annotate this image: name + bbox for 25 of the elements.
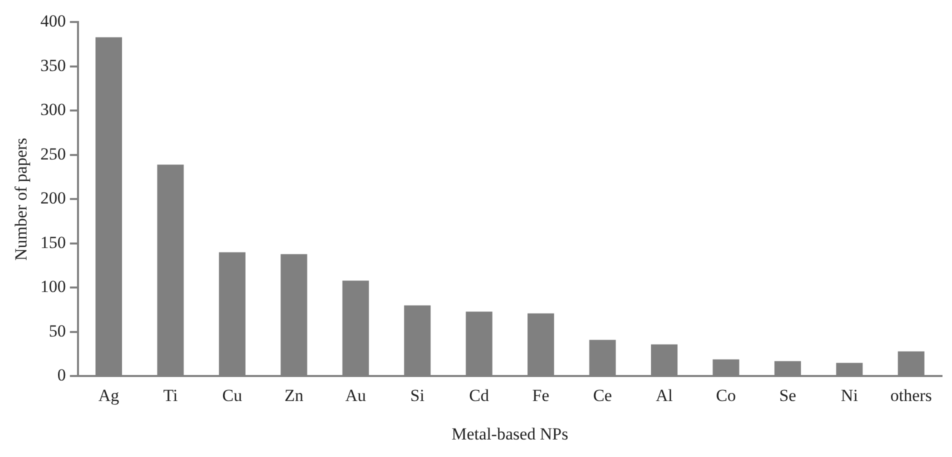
x-tick-label: Al [656,386,674,405]
y-axis-title: Number of papers [12,138,31,261]
y-tick-label: 350 [40,56,66,75]
x-tick-label: Cu [222,386,243,405]
x-tick-label: Ti [163,386,178,405]
x-tick-label: Ni [840,386,858,405]
x-tick-label: others [890,386,932,405]
x-tick-label: Ce [593,386,612,405]
x-tick-label: Se [779,386,796,405]
y-tick-label: 0 [57,366,66,385]
x-axis-title: Metal-based NPs [452,424,568,444]
y-tick-label: 250 [40,144,66,164]
y-tick-label: 50 [48,321,66,340]
x-tick-label: Si [410,386,425,405]
y-tick-label: 200 [40,188,66,208]
y-tick-label: 150 [40,232,66,252]
x-tick-label: Cd [469,386,490,405]
x-tick-label: Ag [98,386,120,405]
x-tick-label: Au [345,386,367,405]
y-tick-label: 400 [40,12,66,31]
x-tick-label: Fe [532,386,550,405]
x-tick-label: Co [716,386,736,405]
y-tick-label: 100 [40,277,66,296]
y-tick-label: 300 [40,100,66,120]
x-tick-label: Zn [284,386,304,405]
